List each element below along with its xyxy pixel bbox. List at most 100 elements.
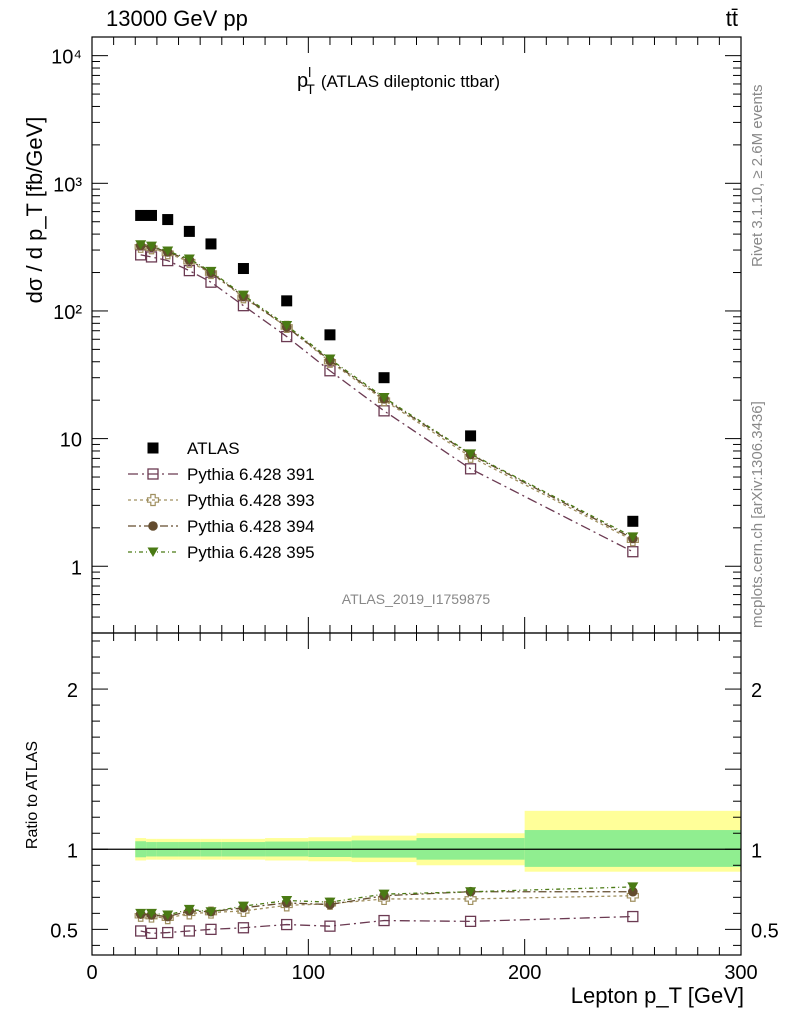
data-point xyxy=(183,225,195,237)
x-tick-label: 200 xyxy=(508,962,541,984)
main-y-axis-label: dσ / d p_T [fb/GeV] xyxy=(22,117,47,304)
ratio-data-point xyxy=(237,922,250,934)
plot-title: pl T (ATLAS dileptonic ttbar) xyxy=(297,64,500,97)
ratio-y-tick-label: 1 xyxy=(67,840,78,862)
data-point xyxy=(183,254,195,265)
main-y-tick-label: 10³ xyxy=(53,174,82,196)
plot-title-rest: (ATLAS dileptonic ttbar) xyxy=(321,72,500,91)
data-point xyxy=(281,295,293,307)
x-tick-label: 100 xyxy=(292,962,325,984)
data-point xyxy=(237,290,249,301)
ratio-data-point xyxy=(237,901,249,912)
data-point xyxy=(378,405,390,417)
data-point xyxy=(135,209,147,221)
ratio-y-tick-label-right: 2 xyxy=(751,680,762,702)
data-point xyxy=(324,354,336,365)
ratio-data-point xyxy=(378,889,390,900)
rivet-version-label: Rivet 3.1.10, ≥ 2.6M events xyxy=(749,85,766,268)
ratio-y-tick-label: 2 xyxy=(67,680,78,702)
ratio-data-point xyxy=(281,918,293,931)
ratio-data-point xyxy=(162,910,174,920)
ratio-data-point xyxy=(205,907,217,917)
legend-marker xyxy=(148,521,158,531)
data-point xyxy=(205,238,217,250)
ratio-y-axis-label: Ratio to ATLAS xyxy=(24,741,41,849)
data-point xyxy=(145,251,158,263)
legend-entry: Pythia 6.428 394 xyxy=(128,517,315,536)
ratio-data-point xyxy=(162,926,174,939)
data-point xyxy=(627,515,639,527)
legend-marker xyxy=(147,547,159,557)
ratio-data-point xyxy=(324,920,336,932)
series-atlas xyxy=(135,209,639,527)
data-point xyxy=(324,365,336,377)
legend-marker xyxy=(147,468,159,480)
series-pythia-6-428-391 xyxy=(135,249,639,558)
ratio-data-point xyxy=(464,915,477,928)
ratio-y-tick-label-right: 0.5 xyxy=(751,920,779,942)
ratio-data-point xyxy=(464,892,477,906)
legend-label: Pythia 6.428 395 xyxy=(187,543,315,562)
ratio-data-point xyxy=(378,914,390,927)
main-y-tick-label: 10⁴ xyxy=(51,47,82,69)
ratio-data-point xyxy=(145,908,157,919)
x-tick-label: 300 xyxy=(724,962,757,984)
data-point xyxy=(237,263,249,275)
legend: ATLAS Pythia 6.428 391 Pythia 6.428 393 Pyt… xyxy=(128,439,315,562)
data-point xyxy=(162,246,174,256)
ratio-data-point xyxy=(183,904,195,915)
data-point xyxy=(205,266,217,277)
ratio-data-point xyxy=(324,897,336,908)
data-point xyxy=(465,430,477,442)
ratio-data-point xyxy=(135,908,147,919)
ratio-series-pythia-6-428-391 xyxy=(135,910,639,940)
ratio-data-point xyxy=(135,925,147,937)
main-plot-area: 1 10 10² 10³ 10⁴ xyxy=(51,36,742,634)
ratio-plot-area: 0 100 200 300 0.5 0.5 1 1 2 2 xyxy=(50,632,779,984)
analysis-id: ATLAS_2019_I1759875 xyxy=(342,591,491,607)
main-y-tick-label: 10 xyxy=(60,430,82,452)
ratio-data-point xyxy=(465,887,477,897)
plot-title-sup: l xyxy=(308,64,311,80)
series-line xyxy=(140,244,634,538)
legend-label: Pythia 6.428 394 xyxy=(187,517,315,536)
energy-label: 13000 GeV pp xyxy=(106,6,248,31)
series-pythia-6-428-395 xyxy=(135,240,639,542)
ratio-band-inner xyxy=(524,830,741,867)
data-point xyxy=(378,392,390,403)
ratio-y-tick-label: 0.5 xyxy=(50,920,78,942)
data-point xyxy=(183,264,196,277)
legend-label: Pythia 6.428 391 xyxy=(187,465,315,484)
data-point xyxy=(135,240,147,250)
legend-entry: Pythia 6.428 395 xyxy=(128,543,315,562)
ratio-y-tick-label-right: 1 xyxy=(751,840,762,862)
legend-label: Pythia 6.428 393 xyxy=(187,491,315,510)
ratio-data-point xyxy=(627,910,639,923)
data-point xyxy=(378,372,390,384)
data-point xyxy=(281,320,293,331)
data-point xyxy=(464,463,477,475)
x-axis-label: Lepton p_T [GeV] xyxy=(571,983,744,1008)
legend-entry: Pythia 6.428 391 xyxy=(128,465,315,484)
plot-title-sub: T xyxy=(306,81,315,97)
legend-label: ATLAS xyxy=(187,439,240,458)
data-point xyxy=(627,546,639,558)
ratio-data-point xyxy=(627,882,639,892)
data-point xyxy=(145,241,157,252)
data-point xyxy=(324,329,336,341)
legend-entry: ATLAS xyxy=(147,439,240,458)
data-point xyxy=(162,214,174,226)
data-point xyxy=(627,532,639,542)
main-y-tick-label: 1 xyxy=(71,557,82,579)
process-label: tt̄ xyxy=(726,6,738,31)
legend-entry: Pythia 6.428 393 xyxy=(128,491,315,510)
main-y-tick-label: 10² xyxy=(53,302,82,324)
ratio-data-point xyxy=(145,927,158,940)
ratio-data-point xyxy=(183,925,196,937)
ratio-data-point xyxy=(281,896,293,906)
ratio-data-point xyxy=(205,923,217,936)
mcplots-label: mcplots.cern.ch [arXiv:1306.3436] xyxy=(749,401,766,628)
data-point xyxy=(465,449,477,459)
x-tick-label: 0 xyxy=(86,962,97,984)
